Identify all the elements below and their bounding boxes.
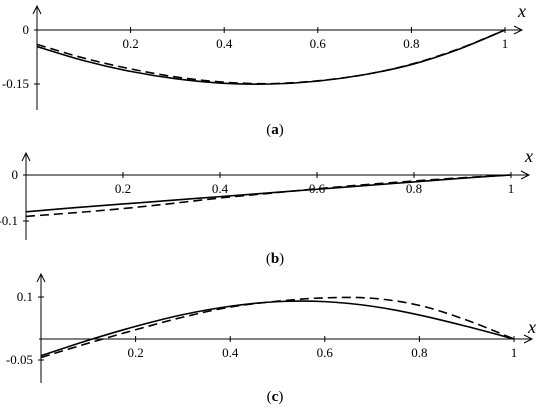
panel-b: x0.20.40.60.810-0.1(b) xyxy=(0,146,533,267)
x-tick-label: 1 xyxy=(508,181,515,196)
x-tick-label: 0.6 xyxy=(317,345,334,360)
y-tick-label: 0 xyxy=(12,167,19,182)
x-axis-arrow xyxy=(513,25,524,35)
y-tick-label: 0.1 xyxy=(17,289,33,304)
x-tick-label: 0.8 xyxy=(411,345,427,360)
panel-label: (c) xyxy=(267,389,284,405)
x-tick-label: 0.2 xyxy=(127,345,143,360)
panel-label: (a) xyxy=(266,122,284,138)
panel-c: x 0.2 0.4 0.6 0.8 1 0.1 -0.05 (c) xyxy=(6,272,536,405)
y-tick-label: -0.1 xyxy=(0,213,18,228)
y-tick-label: 0 xyxy=(23,22,30,37)
x-tick-label: 0.4 xyxy=(216,36,233,51)
panel-label: (b) xyxy=(266,251,284,267)
x-tick-label: 0.4 xyxy=(222,345,239,360)
series-line-dashed xyxy=(25,174,512,218)
x-axis-arrow xyxy=(520,170,531,180)
y-tick-label: -0.15 xyxy=(2,76,29,91)
x-tick-label: 0.4 xyxy=(212,181,229,196)
x-tick-label: 0.6 xyxy=(310,36,327,51)
x-tick-label: 1 xyxy=(511,345,518,360)
x-axis-label: x xyxy=(527,317,536,337)
series-line-dashed xyxy=(40,296,515,359)
y-axis-arrow xyxy=(21,151,31,162)
series-line-dashed xyxy=(36,29,506,85)
series-line-solid xyxy=(36,29,506,85)
series-line-solid xyxy=(40,300,515,357)
y-axis-arrow xyxy=(32,4,42,15)
y-axis-arrow xyxy=(36,272,46,283)
x-tick-label: 0.2 xyxy=(122,36,138,51)
x-axis-label: x xyxy=(517,1,526,21)
x-tick-label: 0.8 xyxy=(403,36,419,51)
x-axis-label: x xyxy=(524,146,533,166)
x-tick-label: 0.8 xyxy=(406,181,422,196)
x-axis-arrow xyxy=(523,334,534,344)
y-tick-label: -0.05 xyxy=(6,352,33,367)
panel-a: x 0.2 0.4 0.6 0.8 1 0 -0.15 (a) xyxy=(2,1,526,138)
x-tick-label: 1 xyxy=(502,36,509,51)
x-tick-label: 0.2 xyxy=(115,181,131,196)
